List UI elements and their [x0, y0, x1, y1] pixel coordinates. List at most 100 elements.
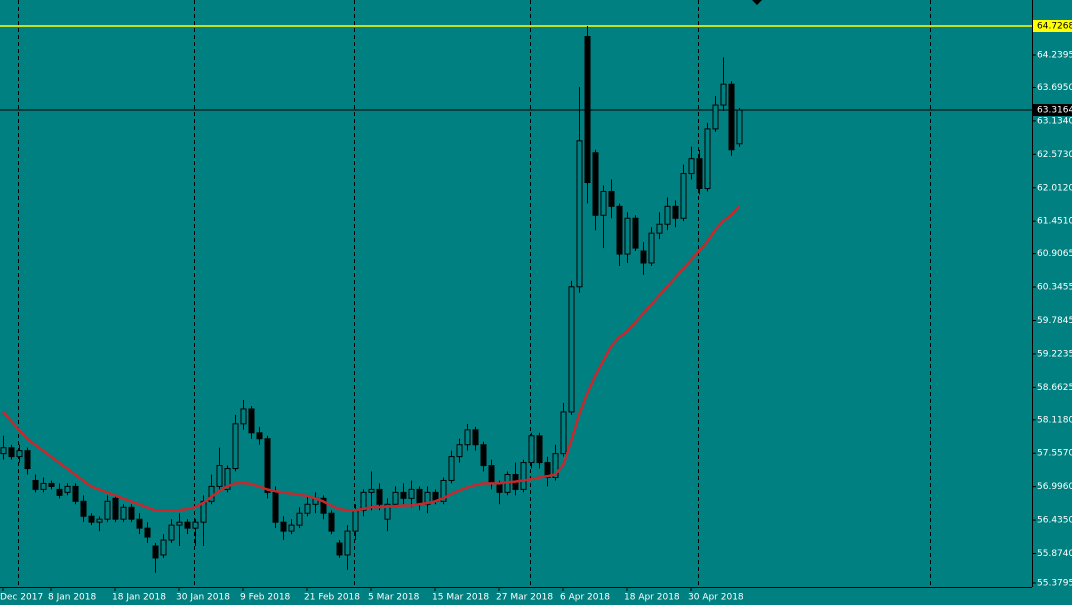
candle-body: [224, 468, 231, 490]
x-tick-label: 15 Mar 2018: [432, 593, 489, 603]
y-tick-label: 59.7845: [1037, 316, 1072, 326]
y-tick-label: 63.6950: [1037, 83, 1072, 93]
moving-average: [2, 205, 740, 512]
candle-body: [520, 462, 527, 490]
candle-body: [88, 515, 95, 523]
candle-body: [528, 435, 535, 464]
arrow-marker: [752, 0, 762, 5]
candle-body: [328, 512, 335, 532]
candle-body: [608, 190, 615, 207]
x-tick-label: Dec 2017: [0, 593, 43, 603]
candle-body: [400, 491, 407, 499]
candle-body: [120, 506, 127, 520]
candle-body: [552, 453, 559, 478]
candle-body: [392, 491, 399, 505]
candle-body: [488, 465, 495, 484]
level-tag-box: [1033, 19, 1072, 32]
candle-body: [32, 479, 39, 490]
candle-body: [288, 524, 295, 532]
candle-body: [176, 521, 183, 526]
y-tick-label: 62.5730: [1037, 150, 1072, 160]
candle-body: [544, 462, 551, 478]
candle-body: [104, 500, 111, 520]
candle-body: [584, 36, 591, 184]
candle-body: [344, 530, 351, 556]
candle-body: [464, 429, 471, 446]
candle-body: [192, 521, 199, 529]
price-tag-box: [1033, 104, 1072, 117]
candle-body: [304, 503, 311, 514]
candle-body: [360, 491, 367, 511]
candle-body: [408, 488, 415, 499]
candle-body: [376, 488, 383, 505]
candle-body: [232, 423, 239, 470]
candle-body: [696, 158, 703, 189]
candle-body: [568, 286, 575, 413]
candle-body: [712, 104, 719, 130]
candle-body: [704, 128, 711, 189]
y-tick-label: 58.6625: [1037, 383, 1072, 393]
period-separators: [18, 0, 931, 587]
candle-body: [640, 250, 647, 264]
candle-body: [40, 482, 47, 490]
candle-body: [320, 497, 327, 514]
candle-body: [64, 485, 71, 493]
candle-body: [272, 491, 279, 523]
x-tick-label: 18 Jan 2018: [112, 593, 166, 603]
y-tick-label: 56.4350: [1037, 516, 1072, 526]
candle-body: [496, 482, 503, 493]
x-tick-label: 30 Jan 2018: [176, 593, 230, 603]
candle-body: [128, 506, 135, 520]
candle-body: [264, 438, 271, 493]
candle-body: [600, 190, 607, 216]
candle-body: [456, 444, 463, 458]
candle-body: [352, 509, 359, 532]
y-tick-label: 61.4510: [1037, 217, 1072, 227]
candle-body: [688, 158, 695, 175]
candle-body: [480, 444, 487, 467]
candle-body: [416, 488, 423, 505]
candle-body: [216, 465, 223, 487]
candle-body: [560, 411, 567, 455]
candle-body: [256, 432, 263, 440]
candle-body: [16, 450, 23, 458]
price-tag: 63.3164: [1037, 106, 1072, 116]
candle-body: [536, 435, 543, 464]
candle-body: [648, 232, 655, 264]
candle-body: [472, 429, 479, 446]
x-tick-label: 21 Feb 2018: [304, 593, 360, 603]
candle-body: [448, 456, 455, 481]
candle-body: [440, 479, 447, 502]
x-tick-label: 5 Mar 2018: [368, 593, 420, 603]
candle-body: [664, 205, 671, 225]
x-tick-label: 27 Mar 2018: [496, 593, 553, 603]
candle-body: [672, 205, 679, 219]
candle-body: [720, 83, 727, 106]
y-tick-label: 55.8740: [1037, 549, 1072, 559]
level-tag: 64.7268: [1037, 21, 1072, 31]
candle-body: [184, 521, 191, 529]
y-tick-label: 56.9960: [1037, 482, 1072, 492]
candle-body: [384, 503, 391, 520]
candle-body: [336, 542, 343, 556]
candle-body: [80, 500, 87, 517]
candle-body: [656, 223, 663, 234]
candle-body: [616, 205, 623, 255]
x-tick-label: 6 Apr 2018: [560, 593, 610, 603]
candle-body: [8, 447, 15, 458]
candle-body: [160, 539, 167, 556]
candle-body: [112, 497, 119, 520]
candle-body: [136, 518, 143, 529]
x-tick-label: 18 Apr 2018: [624, 593, 680, 603]
candle-body: [0, 447, 7, 455]
candle-body: [168, 524, 175, 541]
candle-body: [72, 485, 79, 502]
candle-body: [632, 217, 639, 249]
candle-body: [144, 527, 151, 538]
candle-body: [152, 545, 159, 559]
candle-body: [24, 450, 31, 470]
candle-body: [424, 491, 431, 505]
candle-body: [280, 521, 287, 532]
candle-body: [240, 408, 247, 425]
